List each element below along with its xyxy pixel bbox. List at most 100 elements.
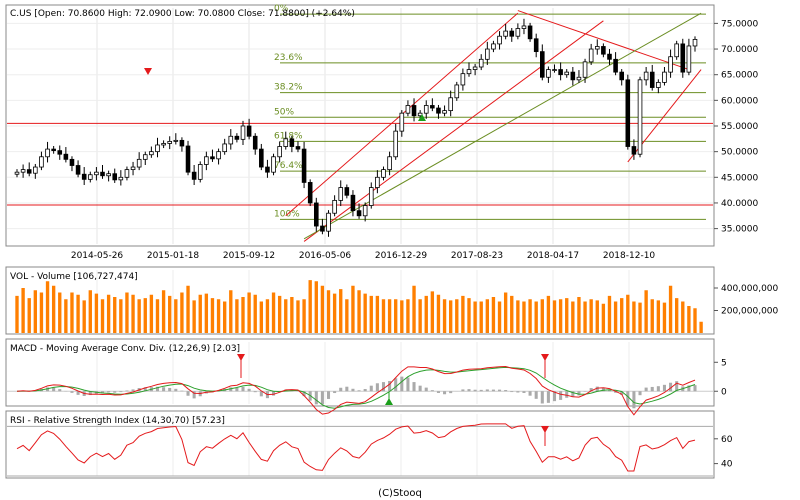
- volume-bar: [100, 299, 105, 333]
- candle-body: [460, 73, 466, 86]
- macd-histogram-bar: [693, 385, 697, 392]
- candle-body: [680, 43, 686, 73]
- volume-bar: [656, 300, 661, 333]
- rsi-tick-label: 60: [721, 435, 733, 445]
- candle-body: [326, 212, 331, 232]
- candle-body: [405, 105, 411, 114]
- volume-bar: [387, 299, 392, 333]
- volume-bar: [613, 301, 618, 333]
- macd-histogram-bar: [473, 389, 477, 392]
- volume-bar: [271, 292, 276, 333]
- volume-bar: [467, 298, 471, 333]
- volume-bar: [455, 299, 459, 333]
- candle-body: [136, 158, 142, 168]
- volume-bar: [522, 301, 526, 333]
- volume-bar: [503, 292, 508, 333]
- y-tick-label: 70.0000: [721, 45, 758, 55]
- candle-body: [375, 176, 380, 188]
- macd-histogram-bar: [546, 391, 550, 403]
- resistance-trend-line: [517, 10, 690, 71]
- volume-bar: [186, 285, 190, 333]
- candle-body: [332, 199, 337, 214]
- y-tick-label: 45.0000: [721, 173, 758, 183]
- candle-body: [338, 187, 344, 201]
- candle-body: [509, 30, 515, 37]
- volume-bar: [552, 300, 557, 333]
- macd-sell-arrow: [541, 354, 549, 361]
- volume-bar: [412, 285, 416, 333]
- candle-body: [668, 56, 673, 73]
- candle-body: [350, 194, 356, 212]
- candle-body: [570, 71, 576, 81]
- volume-bar: [168, 295, 172, 333]
- volume-bar: [119, 299, 123, 333]
- macd-histogram-bar: [644, 387, 648, 392]
- volume-bar: [418, 299, 422, 333]
- x-tick-label: 2018-04-17: [527, 251, 579, 261]
- volume-bar: [51, 285, 56, 333]
- candle-body: [582, 61, 588, 78]
- volume-bar: [461, 295, 465, 333]
- volume-bar: [436, 294, 441, 333]
- x-tick-label: 2016-05-06: [299, 251, 352, 261]
- candle-body: [246, 125, 252, 137]
- volume-bar: [571, 301, 575, 333]
- y-tick-label: 60.0000: [721, 96, 758, 106]
- volume-bar: [369, 295, 373, 333]
- y-tick-label: 55.0000: [721, 122, 758, 132]
- volume-bar: [88, 290, 92, 333]
- candle-body: [607, 53, 612, 60]
- fib-level-label: 50%: [274, 107, 294, 117]
- candle-body: [320, 225, 325, 232]
- y-tick-label: 65.0000: [721, 71, 758, 81]
- fib-level-label: 23.6%: [274, 53, 303, 63]
- y-tick-label: 40.0000: [721, 199, 758, 209]
- candle-body: [307, 182, 313, 204]
- macd-histogram-bar: [424, 387, 428, 392]
- volume-bar: [424, 295, 428, 333]
- candle-body: [283, 138, 289, 147]
- volume-bar: [430, 291, 435, 333]
- x-tick-label: 2016-12-29: [375, 251, 428, 261]
- candle-body: [564, 71, 570, 76]
- candle-body: [289, 138, 295, 147]
- candle-body: [167, 140, 172, 144]
- vol-tick-label: 200,000,000: [721, 307, 779, 317]
- volume-bar: [674, 298, 679, 333]
- candle-body: [430, 105, 435, 109]
- volume-bar: [155, 299, 160, 333]
- volume-bar: [222, 301, 227, 333]
- candle-body: [252, 135, 258, 150]
- candle-body: [14, 171, 20, 175]
- volume-bar: [681, 301, 685, 333]
- volume-bar: [58, 292, 62, 333]
- macd-histogram-bar: [46, 387, 50, 392]
- macd-histogram-bar: [687, 385, 691, 392]
- candle-body: [368, 187, 374, 206]
- macd-histogram-bar: [351, 388, 355, 392]
- candle-body: [527, 25, 533, 40]
- volume-bar: [442, 299, 447, 333]
- volume-bar: [21, 288, 25, 333]
- macd-line: [16, 365, 696, 416]
- volume-bar: [497, 301, 502, 333]
- candle-body: [381, 169, 386, 178]
- macd-histogram-bar: [406, 377, 410, 392]
- volume-bar: [284, 299, 288, 333]
- candle-body: [161, 143, 166, 146]
- candle-body: [423, 105, 429, 114]
- candle-body: [45, 148, 50, 158]
- candle-body: [540, 51, 545, 78]
- volume-bar: [247, 292, 251, 333]
- candle-body: [33, 166, 38, 174]
- macd-tick-label: 5: [721, 358, 727, 368]
- candle-body: [472, 66, 478, 70]
- candle-body: [191, 171, 197, 180]
- rsi-header: RSI - Relative Strength Index (14,30,70)…: [10, 416, 225, 426]
- price-header: C.US [Open: 70.8600 High: 72.0900 Low: 7…: [10, 9, 355, 19]
- candle-body: [185, 145, 191, 173]
- volume-bar: [473, 301, 477, 333]
- rsi-sell-arrow: [541, 426, 549, 433]
- macd-histogram-bar: [479, 389, 483, 392]
